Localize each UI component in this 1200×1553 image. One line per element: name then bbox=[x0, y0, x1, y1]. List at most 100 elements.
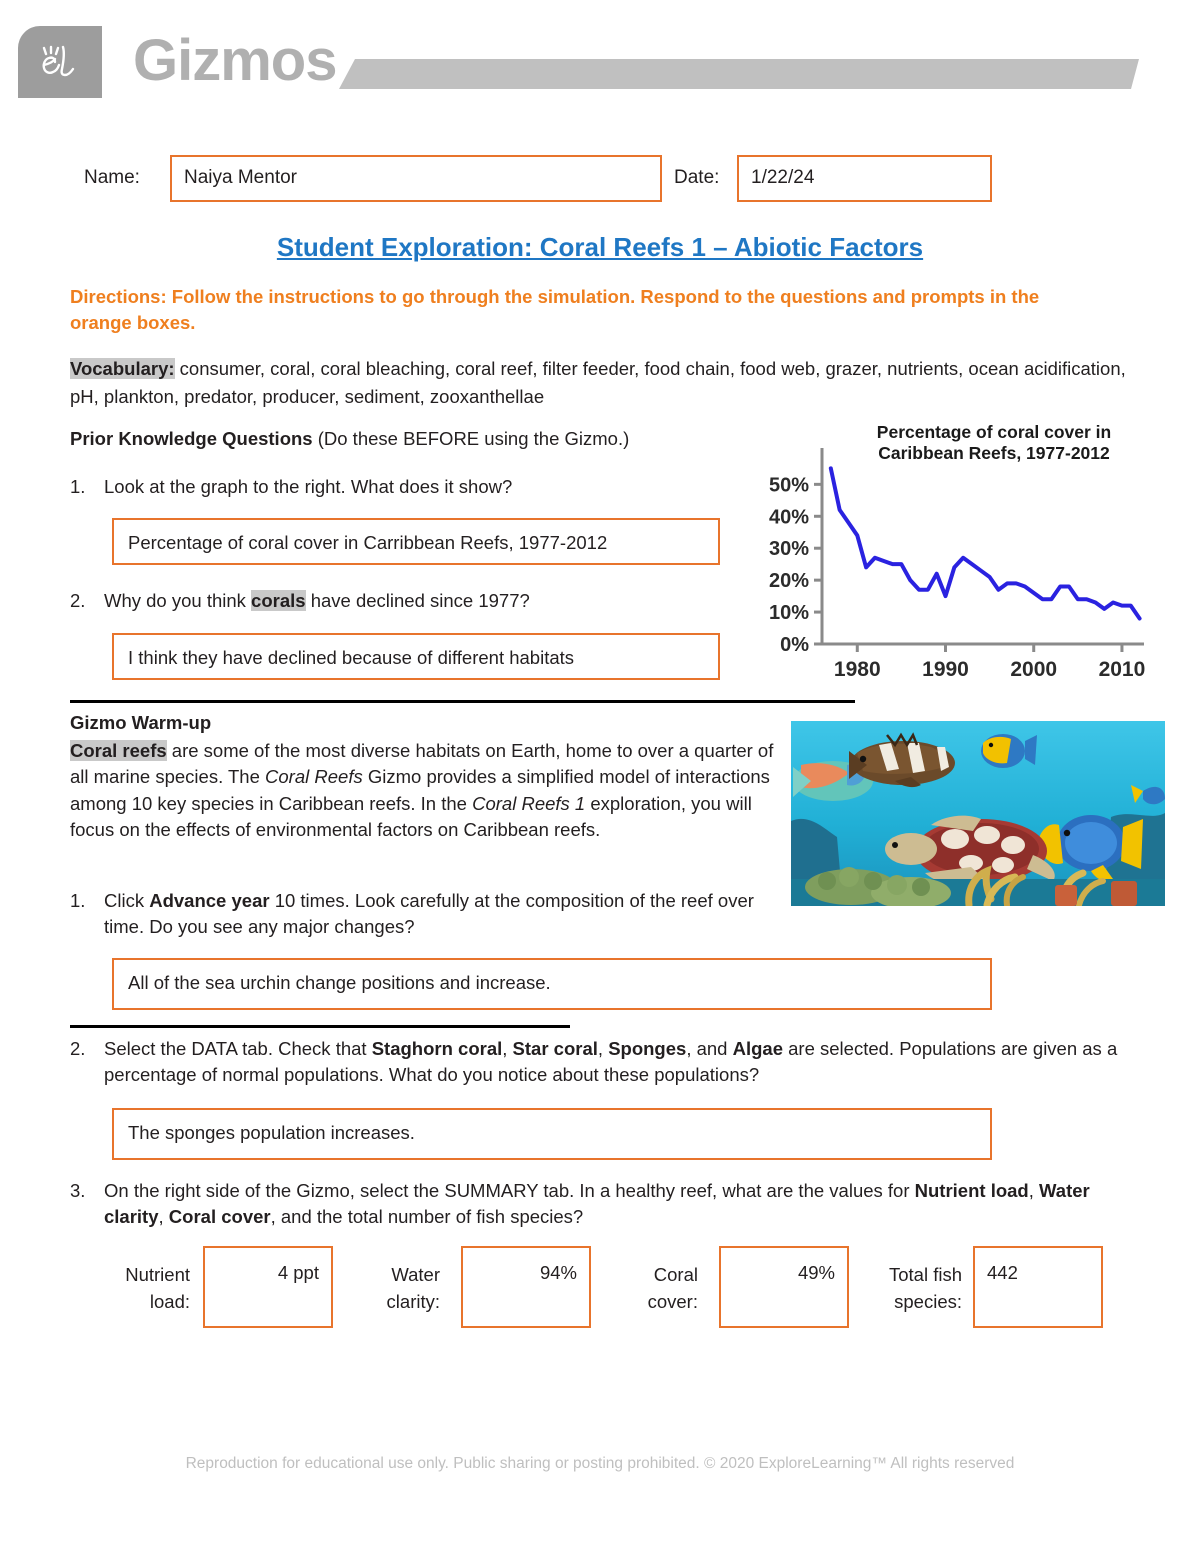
question-text-part: , and bbox=[686, 1038, 733, 1059]
page-header: Gizmos bbox=[0, 0, 1200, 120]
question-bold-term: Water clarity bbox=[104, 1180, 1090, 1228]
question-text-part: , bbox=[597, 1038, 609, 1059]
question-number: 2. bbox=[70, 590, 86, 611]
warmup-body-part: exploration, you will focus on the effec… bbox=[70, 792, 752, 840]
vocabulary-section: Vocabulary: consumer, coral, coral bleac… bbox=[70, 355, 1130, 411]
green-coral bbox=[805, 867, 951, 906]
water-clarity-label: Water clarity: bbox=[386, 1264, 440, 1312]
svg-text:0%: 0% bbox=[780, 634, 809, 656]
svg-text:2000: 2000 bbox=[1010, 658, 1057, 681]
sea-turtle bbox=[885, 815, 1055, 887]
coral-cover-value: 49% bbox=[797, 1262, 835, 1283]
warmup-question-2: 2. Select the DATA tab. Check that Stagh… bbox=[70, 1036, 1140, 1089]
question-text-part: , bbox=[158, 1206, 169, 1228]
coral-reef-image bbox=[791, 721, 1165, 906]
angelfish-small bbox=[981, 734, 1037, 768]
highlighted-term: Coral reefs bbox=[70, 740, 167, 761]
question-text-part: Click bbox=[104, 890, 150, 911]
section-divider-2 bbox=[70, 1025, 570, 1028]
question-text-part: On the right side of the Gizmo, select t… bbox=[104, 1180, 915, 1201]
question-bold-term: Algae bbox=[732, 1038, 783, 1059]
svg-text:2010: 2010 bbox=[1099, 658, 1146, 681]
answer-box-pk-2[interactable]: I think they have declined because of di… bbox=[112, 633, 720, 680]
question-bold-term: Sponges bbox=[608, 1038, 687, 1059]
svg-text:20%: 20% bbox=[769, 570, 809, 592]
question-number: 1. bbox=[70, 476, 86, 497]
warmup-body-part: Gizmo provides a simplified model of int… bbox=[70, 766, 770, 814]
vocabulary-terms: consumer, coral, coral bleaching, coral … bbox=[70, 358, 1126, 407]
coral-cover-label: Coral cover: bbox=[647, 1264, 698, 1312]
question-bold-term: Advance year bbox=[149, 890, 270, 911]
question-text: Select the DATA tab. Check that Staghorn… bbox=[104, 1036, 1140, 1089]
warmup-heading: Gizmo Warm-up bbox=[70, 712, 212, 733]
nutrient-load-value: 4 ppt bbox=[277, 1262, 319, 1283]
warmup-body-part: are some of the most diverse habitats on… bbox=[70, 740, 774, 788]
coral-cover-chart: Percentage of coral cover in Caribbean R… bbox=[752, 422, 1152, 687]
prior-knowledge-question-1: 1. Look at the graph to the right. What … bbox=[70, 474, 710, 500]
page-footer: Reproduction for educational use only. P… bbox=[185, 1455, 1015, 1472]
total-fish-species-value: 442 bbox=[987, 1262, 1018, 1283]
question-text-part: have declined since 1977? bbox=[305, 590, 530, 611]
coral-cover-field[interactable]: 49% bbox=[719, 1246, 849, 1328]
question-text-part: Select the DATA tab. Check that bbox=[104, 1038, 372, 1059]
prior-knowledge-heading: Prior Knowledge Questions (Do these BEFO… bbox=[70, 428, 629, 450]
water-clarity-value: 94% bbox=[539, 1262, 577, 1283]
answer-text: I think they have declined because of di… bbox=[128, 647, 575, 668]
section-divider-1 bbox=[70, 700, 855, 703]
nutrient-load-field[interactable]: 4 ppt bbox=[203, 1246, 333, 1328]
name-field-value: Naiya Mentor bbox=[184, 167, 297, 188]
prior-knowledge-heading-bold: Prior Knowledge Questions bbox=[70, 428, 313, 449]
question-text: On the right side of the Gizmo, select t… bbox=[104, 1178, 1120, 1231]
header-accent-bar bbox=[339, 59, 1139, 89]
warmup-italic-term: Coral Reefs bbox=[265, 766, 363, 788]
question-bold-term: Coral cover bbox=[168, 1206, 271, 1228]
warmup-body: Coral reefs are some of the most diverse… bbox=[70, 738, 785, 843]
vocabulary-label: Vocabulary: bbox=[70, 358, 175, 379]
question-number: 1. bbox=[70, 890, 86, 911]
water-clarity-field[interactable]: 94% bbox=[461, 1246, 591, 1328]
question-text-part: , bbox=[502, 1038, 513, 1059]
chart-svg: 0% 10% 20% 30% 40% 50% 1980 1990 2000 2010 bbox=[769, 448, 1146, 681]
name-field[interactable]: Naiya Mentor bbox=[170, 155, 662, 202]
question-text-part: are selected. Populations are given as a… bbox=[104, 1038, 1118, 1086]
svg-text:10%: 10% bbox=[769, 602, 809, 624]
fish-far-right bbox=[1131, 785, 1165, 805]
date-field[interactable]: 1/22/24 bbox=[737, 155, 992, 202]
directions-text: Directions: Follow the instructions to g… bbox=[70, 286, 1040, 334]
question-number: 2. bbox=[70, 1038, 86, 1059]
question-bold-term: Star coral bbox=[512, 1038, 598, 1059]
svg-text:40%: 40% bbox=[769, 506, 809, 528]
page-title: Student Exploration: Coral Reefs 1 – Abi… bbox=[276, 232, 924, 262]
question-bold-term: Nutrient load bbox=[914, 1180, 1029, 1201]
name-date-row: Name: Naiya Mentor Date: 1/22/24 bbox=[0, 155, 1200, 205]
angelfish-large bbox=[1037, 815, 1143, 881]
brand-title: Gizmos bbox=[133, 28, 337, 93]
question-text: Why do you think corals have declined si… bbox=[104, 588, 710, 614]
grouper bbox=[849, 732, 955, 788]
prior-knowledge-heading-rest: (Do these BEFORE using the Gizmo.) bbox=[312, 428, 630, 449]
highlighted-term: corals bbox=[251, 590, 306, 611]
warmup-italic-term: Coral Reefs 1 bbox=[472, 792, 586, 814]
explorelearning-logo-tile bbox=[18, 26, 102, 98]
total-fish-species-label: Total fish species: bbox=[888, 1264, 962, 1312]
summary-values-row: Nutrient load: 4 ppt Water clarity: 94% … bbox=[0, 1246, 1200, 1336]
answer-box-pk-1[interactable]: Percentage of coral cover in Carribbean … bbox=[112, 518, 720, 565]
date-field-value: 1/22/24 bbox=[751, 167, 815, 188]
el-logo-icon bbox=[18, 26, 102, 98]
total-fish-species-field[interactable]: 442 bbox=[973, 1246, 1103, 1328]
question-text: Click Advance year 10 times. Look carefu… bbox=[104, 888, 790, 941]
question-text-part: 10 times. Look carefully at the composit… bbox=[104, 890, 754, 938]
date-label: Date: bbox=[674, 167, 720, 188]
answer-text: The sponges population increases. bbox=[128, 1122, 415, 1143]
question-bold-term: Staghorn coral bbox=[371, 1038, 503, 1059]
warmup-question-1: 1. Click Advance year 10 times. Look car… bbox=[70, 888, 790, 941]
question-text-part: , and the total number of fish species? bbox=[270, 1206, 584, 1228]
prior-knowledge-question-2: 2. Why do you think corals have declined… bbox=[70, 588, 710, 614]
answer-text: Percentage of coral cover in Carribbean … bbox=[128, 532, 608, 553]
question-number: 3. bbox=[70, 1180, 86, 1201]
nutrient-load-label: Nutrient load: bbox=[125, 1264, 190, 1312]
answer-box-warmup-1[interactable]: All of the sea urchin change positions a… bbox=[112, 958, 992, 1010]
question-text-part: , bbox=[1028, 1180, 1040, 1201]
answer-text: All of the sea urchin change positions a… bbox=[128, 972, 551, 993]
answer-box-warmup-2[interactable]: The sponges population increases. bbox=[112, 1108, 992, 1160]
